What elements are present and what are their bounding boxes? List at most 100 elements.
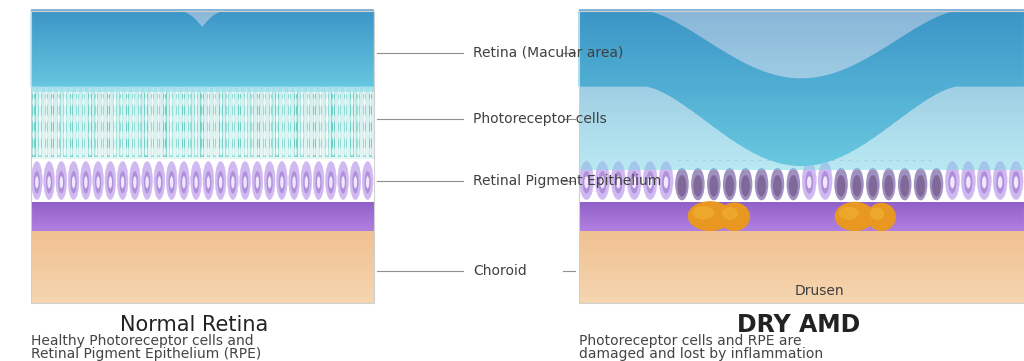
Ellipse shape <box>195 114 198 123</box>
Ellipse shape <box>993 147 998 156</box>
Bar <box>579 101 1024 104</box>
Bar <box>995 94 996 155</box>
Ellipse shape <box>207 131 210 140</box>
Ellipse shape <box>76 114 79 123</box>
Ellipse shape <box>872 92 876 98</box>
Bar <box>100 92 104 157</box>
Ellipse shape <box>114 147 117 156</box>
Bar <box>114 92 117 157</box>
Bar <box>31 211 374 212</box>
Bar <box>182 92 185 157</box>
Ellipse shape <box>293 176 296 188</box>
Ellipse shape <box>195 97 198 106</box>
Ellipse shape <box>294 131 298 140</box>
Bar <box>31 37 374 39</box>
Bar <box>31 44 374 45</box>
Bar <box>138 92 141 157</box>
Ellipse shape <box>163 147 167 156</box>
Bar <box>31 26 374 27</box>
Bar <box>31 87 374 89</box>
Bar <box>1018 92 1022 157</box>
Ellipse shape <box>900 175 909 197</box>
Ellipse shape <box>45 114 48 123</box>
Ellipse shape <box>898 168 911 200</box>
Bar <box>1011 94 1013 155</box>
Ellipse shape <box>257 131 260 140</box>
Ellipse shape <box>350 147 353 156</box>
Ellipse shape <box>244 86 248 95</box>
Ellipse shape <box>352 171 358 193</box>
Bar <box>579 267 1024 269</box>
Ellipse shape <box>670 131 674 140</box>
Bar <box>579 269 1024 271</box>
Ellipse shape <box>621 147 626 156</box>
Bar <box>639 94 640 155</box>
Bar <box>157 92 161 157</box>
Ellipse shape <box>913 87 916 93</box>
Bar <box>31 267 374 269</box>
Bar <box>31 21 374 22</box>
Bar <box>581 92 585 157</box>
Ellipse shape <box>63 147 67 156</box>
Bar <box>364 94 365 155</box>
Ellipse shape <box>145 176 148 188</box>
Ellipse shape <box>799 147 804 156</box>
Bar <box>121 94 122 155</box>
Ellipse shape <box>32 131 36 140</box>
Ellipse shape <box>289 161 299 200</box>
Bar <box>889 109 892 161</box>
Ellipse shape <box>121 176 124 188</box>
Ellipse shape <box>612 114 617 123</box>
Ellipse shape <box>1018 114 1022 123</box>
Bar <box>579 218 1024 219</box>
Ellipse shape <box>612 86 617 95</box>
Ellipse shape <box>799 131 804 140</box>
Text: DRY AMD: DRY AMD <box>737 313 860 337</box>
Bar <box>189 94 190 155</box>
Bar <box>350 92 353 157</box>
Ellipse shape <box>985 97 990 106</box>
Bar <box>31 79 374 81</box>
Bar <box>579 77 1024 80</box>
Ellipse shape <box>93 161 103 200</box>
Bar <box>45 92 48 157</box>
Bar <box>31 137 374 140</box>
Ellipse shape <box>100 131 104 140</box>
Bar <box>31 262 374 264</box>
Bar <box>579 112 1024 115</box>
Ellipse shape <box>141 161 153 200</box>
Ellipse shape <box>945 114 949 123</box>
Ellipse shape <box>305 176 308 188</box>
Bar <box>94 92 98 157</box>
Ellipse shape <box>238 131 242 140</box>
Bar <box>31 301 374 303</box>
Ellipse shape <box>144 86 147 95</box>
Ellipse shape <box>238 86 242 95</box>
Bar <box>579 116 1024 118</box>
Ellipse shape <box>132 171 138 193</box>
Text: damaged and lost by inflammation: damaged and lost by inflammation <box>579 347 822 361</box>
Ellipse shape <box>996 171 1005 193</box>
Bar <box>631 94 632 155</box>
Bar <box>369 92 373 157</box>
Bar <box>40 94 41 155</box>
Ellipse shape <box>288 131 291 140</box>
Ellipse shape <box>686 82 689 88</box>
Bar <box>849 102 851 161</box>
Ellipse shape <box>114 86 117 95</box>
Ellipse shape <box>38 147 42 156</box>
Ellipse shape <box>163 86 167 95</box>
Bar <box>289 94 290 155</box>
Bar <box>579 222 1024 224</box>
Bar <box>31 152 374 154</box>
Bar <box>579 106 1024 109</box>
Bar <box>579 287 1024 289</box>
Ellipse shape <box>799 97 804 106</box>
Ellipse shape <box>662 114 666 123</box>
Ellipse shape <box>154 161 165 200</box>
Ellipse shape <box>51 131 54 140</box>
Ellipse shape <box>207 176 210 188</box>
Ellipse shape <box>231 176 234 188</box>
Bar <box>65 94 66 155</box>
Bar <box>269 92 272 157</box>
